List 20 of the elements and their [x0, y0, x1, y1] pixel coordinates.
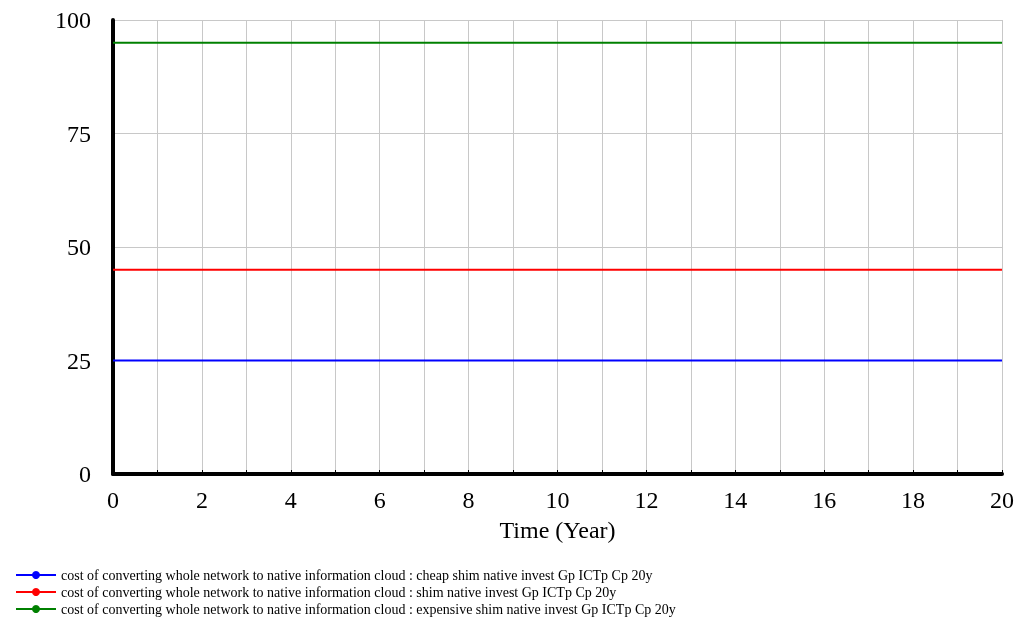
x-tick-label: 4 — [284, 487, 297, 513]
x-tick-label: 16 — [812, 487, 837, 513]
x-tick-label: 18 — [901, 487, 926, 513]
x-tick-label: 2 — [195, 487, 208, 513]
x-axis-title: Time (Year) — [499, 517, 616, 543]
x-tick-label: 12 — [634, 487, 659, 513]
y-tick-label: 0 — [79, 461, 91, 487]
legend-label: cost of converting whole network to native information cloud : expensive shim native invest Gp ICTp Cp 20y — [61, 601, 676, 617]
y-tick-label: 75 — [67, 120, 91, 147]
legend-label: cost of converting whole network to native information cloud : cheap shim native invest Gp ICTp Cp 20y — [61, 567, 653, 583]
y-tick-label: 50 — [67, 234, 91, 260]
x-tick-label: 8 — [462, 487, 475, 513]
y-tick-label: 100 — [55, 7, 91, 33]
x-tick-label: 0 — [107, 487, 119, 513]
x-tick-label: 10 — [545, 487, 570, 513]
y-tick-label: 25 — [67, 347, 91, 374]
legend-label: cost of converting whole network to native information cloud : shim native invest Gp ICTp Cp 20y — [61, 584, 617, 600]
x-tick-label: 14 — [723, 487, 748, 513]
x-tick-label: 20 — [990, 487, 1014, 513]
x-tick-label: 6 — [373, 487, 386, 513]
